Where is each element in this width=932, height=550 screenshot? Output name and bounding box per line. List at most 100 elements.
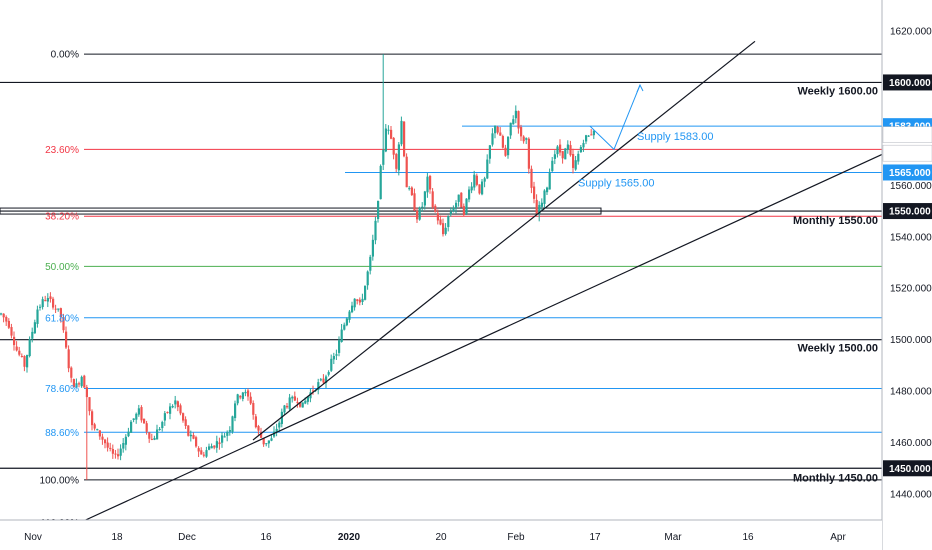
candle-body — [179, 405, 182, 414]
candle-body — [397, 144, 400, 171]
candle-body — [78, 383, 81, 385]
projection-arrow[interactable] — [589, 84, 641, 151]
candle-body — [158, 428, 161, 430]
candle-body — [439, 219, 442, 225]
fib-level-label: 0.00% — [51, 50, 79, 61]
trend-line-upper[interactable] — [252, 40, 756, 441]
candle-body — [109, 447, 112, 449]
candle-body — [525, 138, 528, 140]
x-tick-label: 16 — [260, 532, 272, 543]
price-badge — [883, 74, 932, 91]
candle-body — [221, 435, 224, 443]
candle-body — [166, 411, 169, 413]
candle-body — [556, 146, 559, 155]
price-badge-label: 1450.000 — [889, 464, 931, 475]
candle-body — [2, 313, 5, 318]
candle-body — [192, 434, 195, 439]
monthly-zone-box[interactable] — [0, 207, 602, 215]
candle-body — [449, 211, 452, 215]
candle-body — [239, 395, 242, 398]
candle-body — [10, 327, 13, 336]
candle-body — [512, 119, 515, 125]
candle-body — [533, 186, 536, 199]
candle-body — [509, 122, 512, 136]
candle-body — [460, 192, 463, 208]
x-tick-label: Dec — [178, 532, 196, 543]
candle-body — [124, 436, 127, 445]
candle-body — [335, 354, 338, 356]
trend-line-lower[interactable] — [74, 153, 883, 526]
candle-body — [132, 418, 135, 420]
candle-body — [374, 220, 377, 241]
candle-body — [543, 190, 546, 204]
candle-body — [13, 336, 16, 346]
candle-body — [215, 441, 218, 448]
candle-body — [114, 453, 117, 455]
candle-body — [137, 408, 140, 415]
candle-body — [574, 160, 577, 170]
candle-body — [426, 176, 429, 193]
candle-body — [431, 191, 434, 208]
candle-body — [582, 143, 585, 148]
candle-body — [44, 300, 47, 302]
x-tick-label: Nov — [24, 532, 42, 543]
candle-body — [319, 379, 322, 381]
candle-body — [309, 392, 312, 399]
candle-body — [72, 379, 75, 388]
candle-body — [395, 154, 398, 169]
candle-body — [332, 355, 335, 360]
candle-body — [88, 397, 91, 412]
candle-body — [410, 187, 413, 196]
candle-body — [504, 147, 507, 156]
candle-body — [340, 329, 343, 342]
candle-body — [140, 407, 143, 421]
candle-body — [202, 454, 205, 456]
price-badge — [883, 164, 932, 181]
candle-body — [535, 199, 538, 214]
candle-body — [488, 145, 491, 159]
candle-body — [416, 210, 419, 220]
candle-body — [361, 298, 364, 302]
candle-body — [486, 159, 489, 179]
candle-body — [551, 160, 554, 172]
price-badge — [882, 144, 932, 162]
candle-body — [457, 194, 460, 202]
y-tick-label: 1560.000 — [890, 181, 932, 192]
candle-body — [210, 446, 213, 449]
candle-body — [548, 172, 551, 190]
candle-body — [145, 423, 148, 432]
y-tick-label: 1520.000 — [890, 284, 932, 295]
candle-body — [538, 204, 541, 214]
candle-body — [546, 187, 549, 193]
fib-level-label: 88.60% — [45, 428, 79, 439]
candle-body — [117, 454, 120, 457]
candle-body — [392, 137, 395, 155]
candle-body — [517, 111, 520, 129]
candle-body — [291, 396, 294, 399]
candle-body — [590, 134, 593, 136]
key-level-label: Monthly 1550.00 — [793, 215, 878, 227]
candle-body — [54, 308, 57, 310]
candle-body — [496, 126, 499, 133]
time-axis[interactable] — [0, 520, 882, 550]
candle-body — [579, 147, 582, 153]
candle-body — [483, 178, 486, 182]
candle-body — [59, 308, 62, 318]
candle-body — [468, 189, 471, 200]
candle-body — [436, 213, 439, 221]
fib-level-label: 38.20% — [45, 212, 79, 223]
candle-body — [127, 431, 130, 437]
candle-body — [499, 132, 502, 136]
x-tick-label: 2020 — [338, 532, 361, 543]
candle-body — [447, 215, 450, 228]
candle-body — [382, 149, 385, 165]
candle-body — [465, 198, 468, 214]
candle-body — [299, 402, 302, 407]
price-badge-label: 1565.000 — [889, 168, 931, 179]
candle-body — [491, 133, 494, 145]
trend-lines[interactable] — [74, 40, 883, 526]
candle-body — [46, 298, 49, 302]
candle-body — [278, 422, 281, 428]
candle-body — [561, 151, 564, 159]
